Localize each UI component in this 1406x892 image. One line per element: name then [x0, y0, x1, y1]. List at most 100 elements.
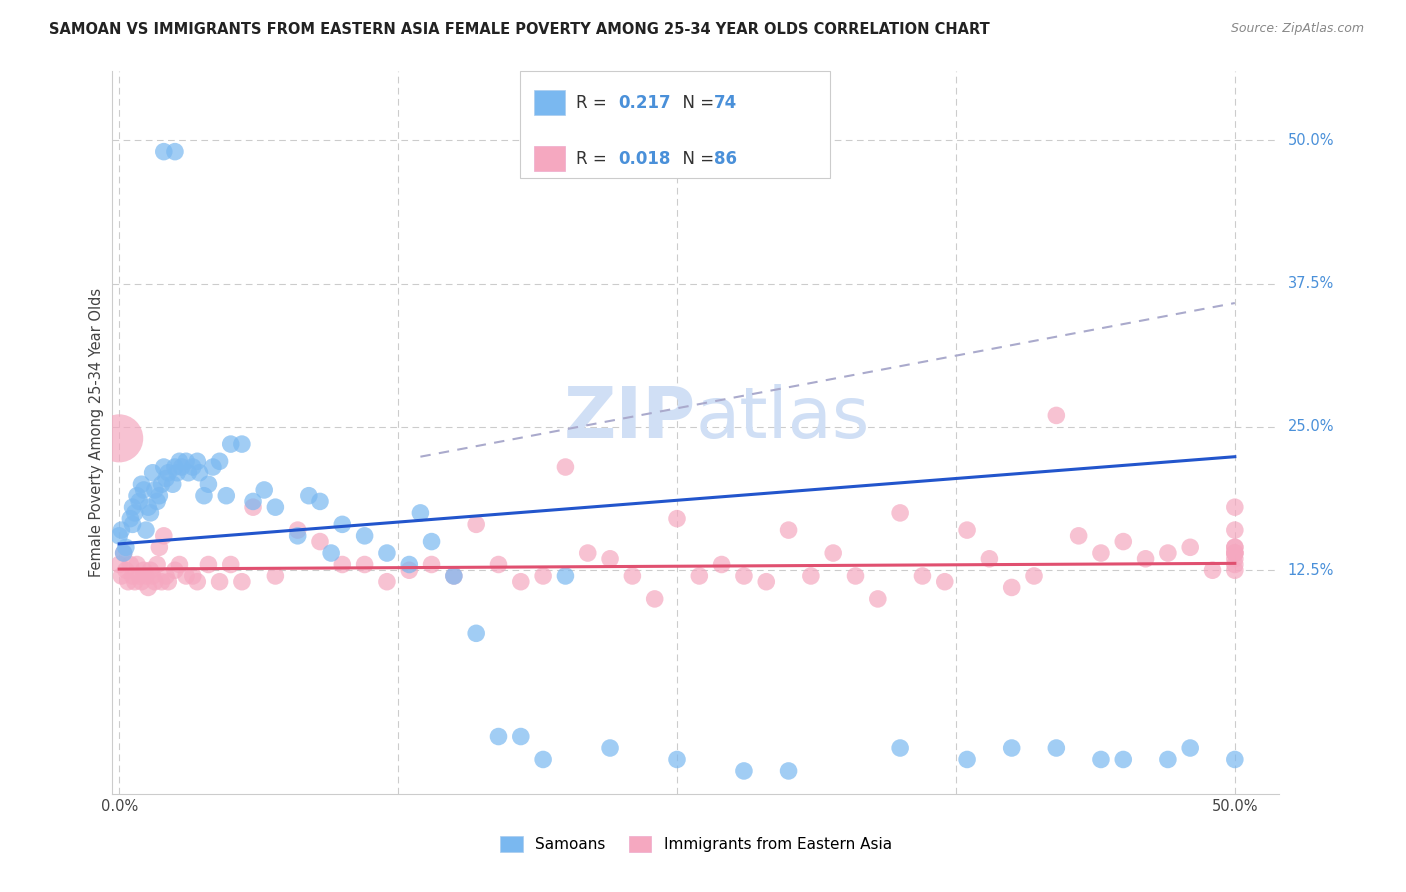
Point	[128, 494, 150, 508]
Point	[264, 569, 287, 583]
Text: R =: R =	[576, 94, 613, 112]
Point	[309, 494, 332, 508]
Point	[1223, 546, 1246, 560]
Point	[124, 506, 146, 520]
Point	[889, 741, 911, 756]
Point	[193, 489, 215, 503]
Point	[287, 529, 309, 543]
Point	[710, 558, 733, 572]
Point	[298, 489, 321, 503]
Text: R =: R =	[576, 150, 613, 168]
Point	[509, 574, 531, 589]
Point	[800, 569, 823, 583]
Point	[208, 574, 231, 589]
Y-axis label: Female Poverty Among 25-34 Year Olds: Female Poverty Among 25-34 Year Olds	[89, 288, 104, 577]
Point	[231, 437, 253, 451]
Point	[186, 574, 208, 589]
Point	[733, 764, 755, 778]
Point	[120, 511, 142, 525]
Point	[755, 574, 778, 589]
Point	[135, 523, 157, 537]
Point	[666, 511, 689, 525]
Point	[778, 764, 800, 778]
Point	[201, 460, 224, 475]
Point	[136, 581, 159, 595]
Point	[139, 563, 162, 577]
Text: N =: N =	[672, 150, 720, 168]
Point	[153, 145, 176, 159]
Point	[264, 500, 287, 515]
Point	[621, 569, 644, 583]
Point	[1223, 546, 1246, 560]
Point	[1001, 581, 1024, 595]
Point	[169, 558, 191, 572]
Point	[110, 569, 132, 583]
Point	[443, 569, 465, 583]
Point	[242, 500, 264, 515]
Point	[321, 546, 343, 560]
Point	[162, 477, 184, 491]
Point	[956, 752, 979, 766]
Point	[488, 730, 510, 744]
Point	[688, 569, 710, 583]
Point	[934, 574, 956, 589]
Point	[420, 558, 443, 572]
Text: 0.018: 0.018	[619, 150, 671, 168]
Point	[353, 529, 375, 543]
Text: ZIP: ZIP	[564, 384, 696, 452]
Point	[146, 494, 169, 508]
Text: 0.217: 0.217	[619, 94, 671, 112]
Point	[132, 563, 155, 577]
Point	[150, 574, 173, 589]
Point	[169, 454, 191, 468]
Point	[1112, 752, 1135, 766]
Point	[1001, 741, 1024, 756]
Point	[150, 477, 173, 491]
Point	[330, 517, 353, 532]
Point	[778, 523, 800, 537]
Point	[1223, 752, 1246, 766]
Point	[125, 489, 148, 503]
Point	[488, 558, 510, 572]
Text: atlas: atlas	[696, 384, 870, 452]
Point	[599, 551, 621, 566]
Point	[330, 558, 353, 572]
Point	[1090, 546, 1112, 560]
Text: 74: 74	[714, 94, 738, 112]
Point	[208, 454, 231, 468]
Point	[1201, 563, 1223, 577]
Point	[1223, 523, 1246, 537]
Point	[157, 466, 180, 480]
Text: 37.5%: 37.5%	[1288, 276, 1334, 291]
Point	[353, 558, 375, 572]
Point	[1223, 563, 1246, 577]
Point	[1135, 551, 1157, 566]
Point	[1045, 741, 1067, 756]
Point	[844, 569, 866, 583]
Point	[128, 569, 150, 583]
Point	[576, 546, 599, 560]
Point	[110, 523, 132, 537]
Point	[153, 460, 176, 475]
Point	[181, 569, 204, 583]
Point	[823, 546, 845, 560]
Point	[117, 574, 139, 589]
Text: 25.0%: 25.0%	[1288, 419, 1334, 434]
Point	[163, 460, 186, 475]
Point	[121, 517, 143, 532]
Point	[1223, 500, 1246, 515]
Point	[148, 489, 170, 503]
Point	[956, 523, 979, 537]
Point	[398, 563, 420, 577]
Text: 86: 86	[714, 150, 737, 168]
Point	[531, 752, 554, 766]
Point	[599, 741, 621, 756]
Point	[1223, 551, 1246, 566]
Point	[1180, 541, 1202, 555]
Point	[174, 454, 197, 468]
Point	[231, 574, 253, 589]
Text: N =: N =	[672, 94, 720, 112]
Point	[1157, 546, 1180, 560]
Point	[253, 483, 276, 497]
Point	[644, 591, 666, 606]
